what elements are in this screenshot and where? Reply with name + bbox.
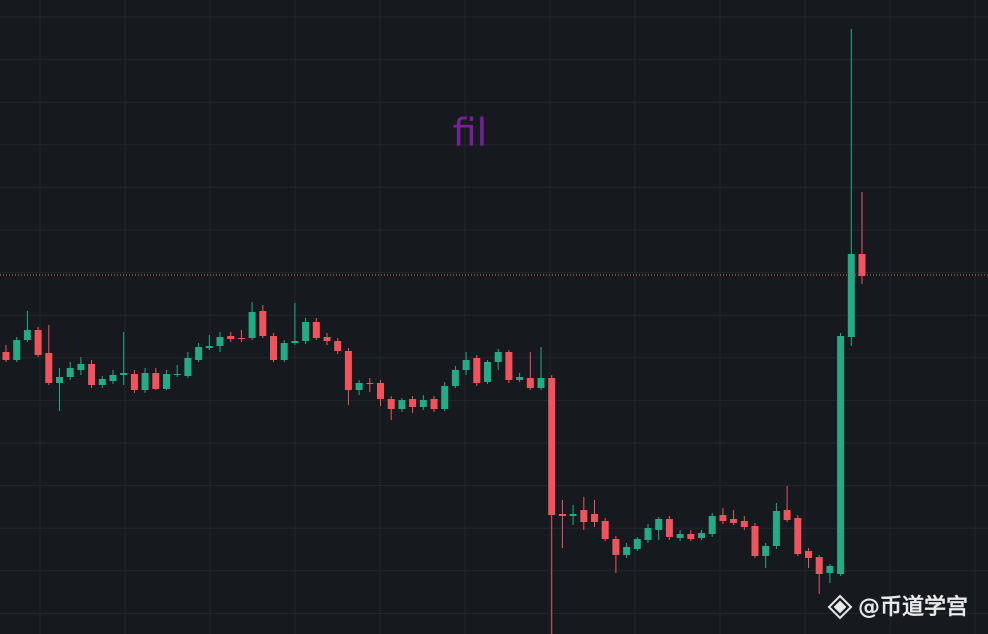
watermark: @币道学宫: [858, 594, 968, 620]
candle-body: [120, 373, 128, 375]
candle-body: [644, 528, 652, 540]
candle-body: [558, 514, 566, 516]
candle-body: [591, 514, 598, 522]
candle-body: [409, 399, 417, 407]
candle-body: [740, 521, 748, 527]
candle-body: [173, 374, 181, 375]
candle-body: [633, 539, 641, 549]
candle-body: [248, 312, 256, 338]
candle-body: [334, 341, 342, 351]
candle-body: [569, 514, 577, 516]
candle-body: [216, 337, 224, 346]
candle-body: [826, 566, 834, 573]
candle-body: [98, 379, 106, 385]
candle-body: [612, 539, 620, 555]
candle-body: [323, 337, 331, 341]
candle-body: [847, 254, 855, 337]
candle-body: [601, 521, 609, 539]
candle-body: [419, 400, 427, 407]
candle-body: [772, 511, 780, 546]
candle-body: [837, 336, 845, 574]
candle-body: [858, 254, 866, 276]
candle-body: [23, 330, 31, 340]
candle-body: [441, 386, 449, 409]
candle-body: [259, 311, 267, 336]
candle-body: [708, 516, 716, 534]
candle-body: [344, 351, 352, 390]
candle-body: [195, 347, 203, 360]
candle-body: [2, 352, 10, 360]
candle-body: [280, 343, 288, 360]
candle-body: [537, 378, 545, 388]
candle-body: [451, 370, 459, 386]
candle-body: [730, 519, 738, 523]
candle-body: [184, 358, 192, 376]
candle-body: [152, 373, 160, 389]
candle-body: [312, 322, 320, 338]
candle-body: [205, 346, 213, 348]
candle-body: [398, 400, 406, 409]
candle-body: [366, 383, 374, 384]
candle-body: [13, 340, 21, 360]
candle-body: [698, 533, 705, 538]
candle-body: [291, 341, 299, 343]
candle-body: [141, 373, 149, 390]
candle-body: [56, 377, 63, 383]
candle-body: [655, 519, 663, 530]
candle-body: [665, 519, 673, 537]
candle-body: [676, 534, 684, 538]
candle-body: [805, 551, 812, 558]
candle-body: [580, 510, 588, 522]
candle-body: [687, 534, 695, 539]
candle-body: [227, 336, 235, 339]
candle-body: [462, 360, 470, 370]
candle-body: [719, 515, 727, 521]
candle-body: [302, 322, 310, 341]
candle-body: [794, 518, 802, 554]
candle-body: [34, 330, 42, 355]
candle-body: [377, 383, 384, 399]
candle-body: [505, 352, 513, 380]
candle-body: [237, 338, 245, 339]
candles: [2, 29, 866, 634]
candle-body: [494, 352, 502, 362]
candle-body: [109, 375, 117, 381]
candle-body: [387, 399, 395, 409]
candle-body: [623, 547, 631, 555]
candle-body: [783, 510, 791, 520]
candle-body: [45, 353, 53, 383]
candle-body: [270, 336, 277, 360]
candle-body: [163, 374, 170, 389]
watermark-icon: [827, 594, 853, 620]
candle-body: [548, 378, 556, 515]
candle-body: [516, 377, 524, 380]
candle-body: [66, 368, 74, 377]
candle-body: [473, 358, 481, 383]
candle-body: [484, 362, 491, 382]
candle-body: [130, 374, 138, 390]
candle-body: [430, 399, 438, 409]
candle-body: [88, 364, 96, 385]
candle-body: [526, 378, 534, 388]
chart-title: fil: [453, 111, 488, 155]
candle-body: [815, 557, 823, 574]
candle-body: [751, 526, 759, 556]
candle-body: [355, 383, 363, 390]
candle-body: [77, 364, 85, 370]
candle-body: [762, 546, 770, 556]
